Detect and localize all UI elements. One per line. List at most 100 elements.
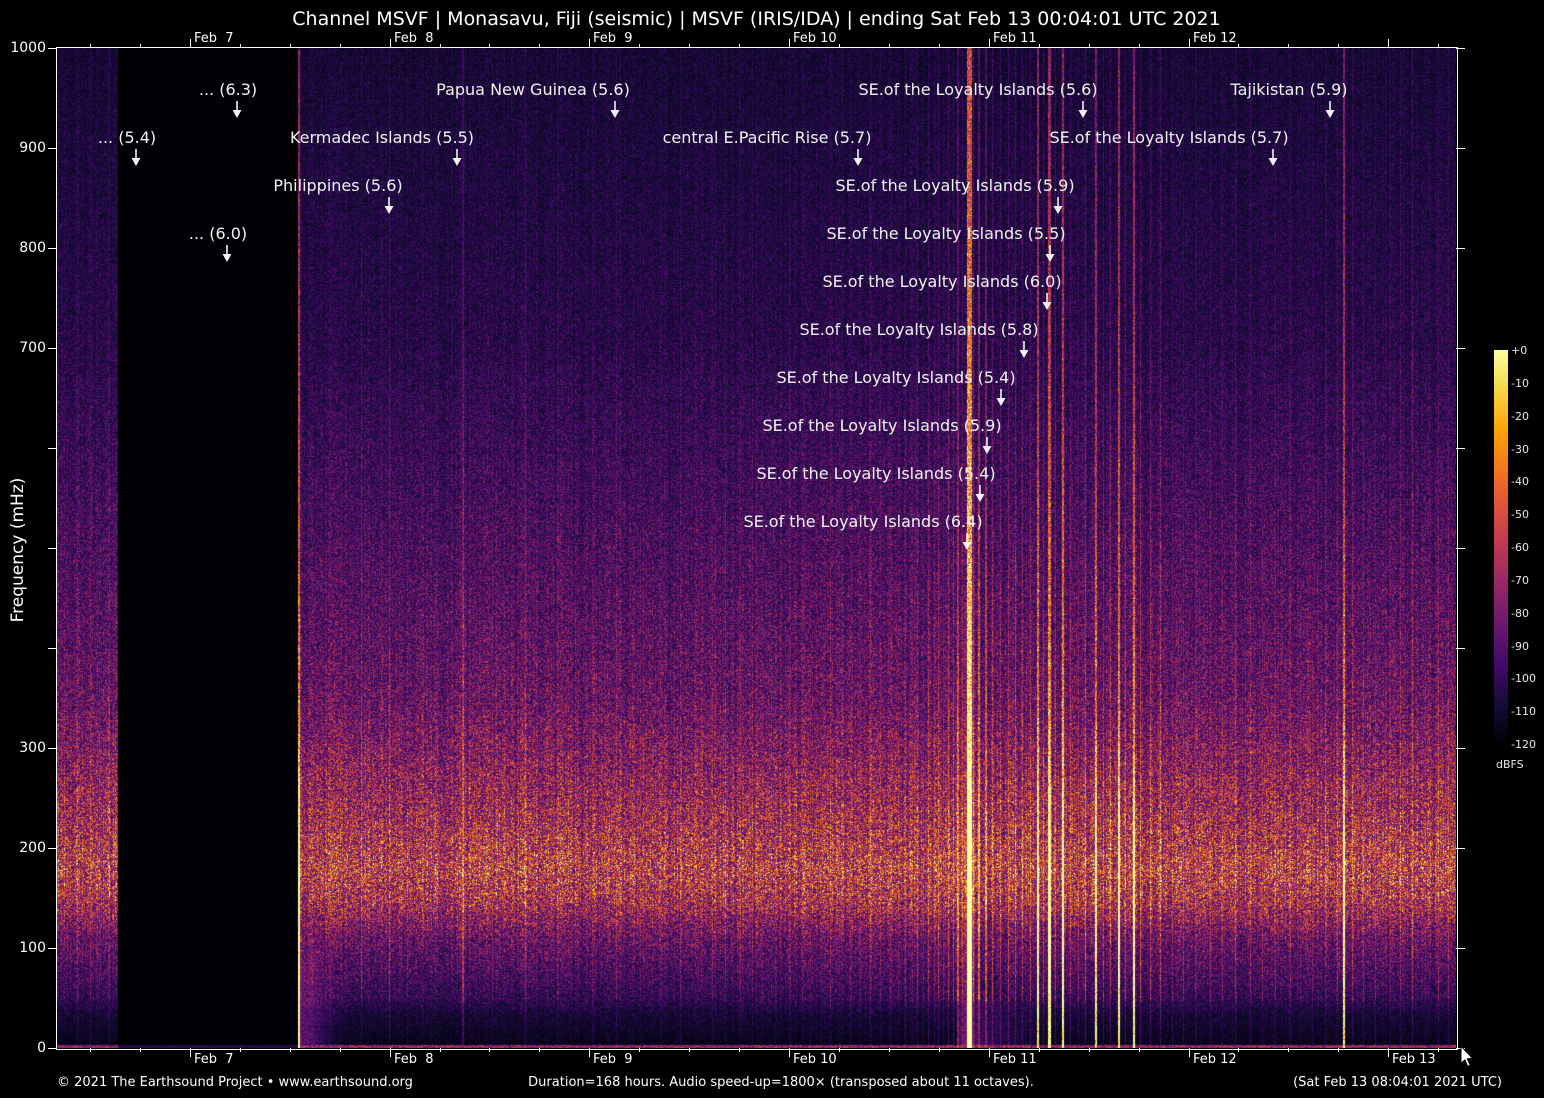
y-tick-right (1456, 48, 1465, 49)
annotation-label: SE.of the Loyalty Islands (5.4) (756, 464, 996, 483)
y-tick-left (48, 848, 57, 849)
x-tick-label-bottom: Feb 13 (1392, 1052, 1436, 1067)
x-minor-tick-top (240, 44, 241, 48)
y-tick-right (1456, 348, 1465, 349)
y-tick-label: 0 (37, 1040, 46, 1056)
colorbar-tick-label: -40 (1511, 475, 1529, 489)
y-tick-right (1456, 248, 1465, 249)
x-minor-tick-bottom (1089, 1048, 1090, 1052)
y-tick-left (48, 648, 57, 649)
x-major-tick-top (989, 39, 990, 48)
y-tick-label: 1000 (10, 40, 46, 56)
y-tick-left (48, 948, 57, 949)
annotation-label: Kermadec Islands (5.5) (289, 128, 475, 147)
colorbar-tick-label: -20 (1511, 409, 1529, 423)
x-tick-label-bottom: Feb 9 (593, 1052, 633, 1067)
x-minor-tick-top (340, 44, 341, 48)
x-minor-tick-bottom (290, 1048, 291, 1052)
x-minor-tick-bottom (639, 1048, 640, 1052)
colorbar-tick-label: -120 (1511, 738, 1536, 751)
colorbar-tick-label: -30 (1511, 442, 1529, 456)
annotation-label: Papua New Guinea (5.6) (436, 80, 630, 99)
x-minor-tick-top (1238, 44, 1239, 48)
annotation-label: SE.of the Loyalty Islands (5.7) (1049, 128, 1289, 147)
x-tick-label-top: Feb 9 (593, 31, 633, 46)
x-minor-tick-bottom (1338, 1048, 1339, 1052)
colorbar-tick-label: -80 (1511, 606, 1529, 620)
x-tick-label-bottom: Feb 11 (993, 1052, 1037, 1067)
x-minor-tick-bottom (340, 1048, 341, 1052)
x-minor-tick-bottom (689, 1048, 690, 1052)
colorbar-tick-label: -10 (1511, 376, 1529, 390)
colorbar-tick-label: -70 (1511, 573, 1529, 587)
y-tick-left (48, 548, 57, 549)
footer-end-time: (Sat Feb 13 08:04:01 2021 UTC) (1293, 1075, 1502, 1090)
y-tick-left (48, 448, 57, 449)
y-tick-left (48, 48, 57, 49)
annotation-label: SE.of the Loyalty Islands (6.4) (743, 512, 983, 531)
y-tick-right (1456, 748, 1465, 749)
x-major-tick-top (1189, 39, 1190, 48)
spectrogram-canvas (57, 48, 1456, 1048)
x-tick-label-top: Feb 8 (394, 31, 434, 46)
x-minor-tick-top (90, 44, 91, 48)
x-minor-tick-bottom (739, 1048, 740, 1052)
x-major-tick-bottom (1388, 1048, 1389, 1057)
x-major-tick-top (190, 39, 191, 48)
x-minor-tick-top (939, 44, 940, 48)
x-minor-tick-bottom (839, 1048, 840, 1052)
annotation-label: SE.of the Loyalty Islands (5.8) (799, 320, 1039, 339)
y-tick-right (1456, 1048, 1465, 1049)
x-minor-tick-bottom (1288, 1048, 1289, 1052)
x-minor-tick-top (489, 44, 490, 48)
x-minor-tick-bottom (1438, 1048, 1439, 1052)
x-tick-label-bottom: Feb 8 (394, 1052, 434, 1067)
colorbar-unit-label: dBFS (1496, 758, 1524, 771)
x-minor-tick-top (1288, 44, 1289, 48)
footer-copyright: © 2021 The Earthsound Project • www.eart… (57, 1075, 413, 1090)
y-tick-left (48, 148, 57, 149)
x-minor-tick-bottom (539, 1048, 540, 1052)
x-minor-tick-bottom (1139, 1048, 1140, 1052)
x-minor-tick-top (1438, 44, 1439, 48)
x-tick-label-bottom: Feb 12 (1193, 1052, 1237, 1067)
x-minor-tick-top (1139, 44, 1140, 48)
x-minor-tick-top (1089, 44, 1090, 48)
x-tick-label-bottom: Feb 7 (194, 1052, 234, 1067)
y-tick-right (1456, 848, 1465, 849)
y-tick-label: 300 (19, 740, 46, 756)
x-minor-tick-bottom (1039, 1048, 1040, 1052)
x-major-tick-bottom (589, 1048, 590, 1057)
y-tick-right (1456, 648, 1465, 649)
x-minor-tick-bottom (489, 1048, 490, 1052)
x-major-tick-top (1388, 39, 1389, 48)
x-minor-tick-bottom (440, 1048, 441, 1052)
y-tick-label: 800 (19, 240, 46, 256)
x-tick-label-top: Feb 10 (793, 31, 837, 46)
annotation-label: Tajikistan (5.9) (1230, 80, 1348, 99)
y-tick-left (48, 248, 57, 249)
x-minor-tick-top (140, 44, 141, 48)
x-minor-tick-top (440, 44, 441, 48)
x-tick-label-bottom: Feb 10 (793, 1052, 837, 1067)
y-tick-right (1456, 148, 1465, 149)
x-minor-tick-bottom (240, 1048, 241, 1052)
x-major-tick-bottom (390, 1048, 391, 1057)
colorbar-tick-label: -90 (1511, 639, 1529, 653)
y-tick-left (48, 1048, 57, 1049)
y-axis-title: Frequency (mHz) (8, 477, 28, 623)
page-title: Channel MSVF | Monasavu, Fiji (seismic) … (292, 8, 1221, 30)
y-tick-label: 900 (19, 140, 46, 156)
y-tick-label: 700 (19, 340, 46, 356)
x-minor-tick-top (689, 44, 690, 48)
x-minor-tick-bottom (939, 1048, 940, 1052)
x-major-tick-top (589, 39, 590, 48)
x-major-tick-top (390, 39, 391, 48)
x-major-tick-bottom (789, 1048, 790, 1057)
annotation-label: Philippines (5.6) (273, 176, 403, 195)
x-minor-tick-top (1338, 44, 1339, 48)
x-tick-label-top: Feb 7 (194, 31, 234, 46)
x-minor-tick-bottom (889, 1048, 890, 1052)
colorbar (1494, 350, 1508, 744)
